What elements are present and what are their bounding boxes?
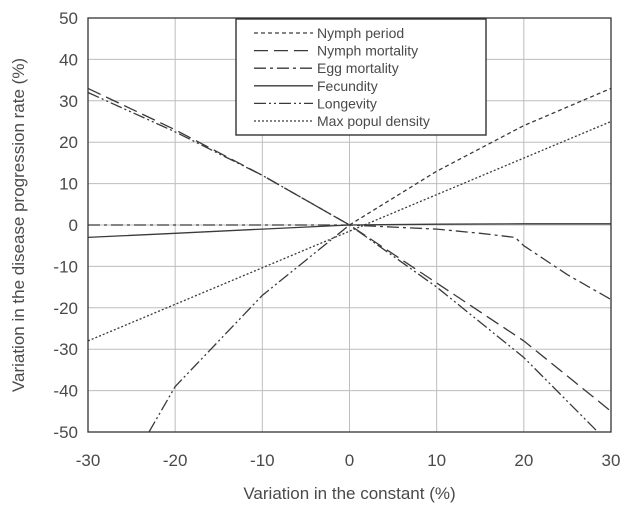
- tick-labels: -30 -20 -10 0 10 20 30 50 40 30 20 10 0 -10 -20 -30 -40 -…: [53, 9, 620, 470]
- series-line-nymph-period: [349, 87, 612, 226]
- legend-label-longevity: Longevity: [317, 95, 377, 111]
- legend-label-nymph-period: Nymph period: [317, 25, 404, 41]
- x-tick-label: 0: [345, 451, 354, 470]
- legend-label-max-popul-density: Max popul density: [317, 113, 430, 129]
- y-tick-label: -40: [53, 382, 78, 401]
- y-tick-label: -10: [53, 257, 78, 276]
- x-tick-label: -30: [76, 451, 101, 470]
- legend-label-fecundity: Fecundity: [317, 78, 378, 94]
- x-tick-label: -20: [163, 451, 188, 470]
- y-tick-label: 10: [59, 175, 78, 194]
- y-tick-label: 0: [69, 216, 78, 235]
- y-tick-label: -50: [53, 423, 78, 442]
- series-line-longevity: [148, 224, 599, 433]
- series-line-max-popul-density: [87, 120, 612, 342]
- y-axis-label: Variation in the disease progression rat…: [9, 58, 28, 392]
- x-tick-label: 20: [514, 451, 533, 470]
- x-tick-label: 30: [602, 451, 621, 470]
- series-line-nymph-mortality: [87, 87, 612, 412]
- legend-label-egg-mortality: Egg mortality: [317, 60, 399, 76]
- x-axis-label: Variation in the constant (%): [243, 484, 455, 503]
- x-tick-label: -10: [250, 451, 275, 470]
- y-tick-label: 50: [59, 9, 78, 28]
- legend-label-nymph-mortality: Nymph mortality: [317, 43, 418, 59]
- y-tick-label: 20: [59, 133, 78, 152]
- legend-box: [235, 18, 487, 136]
- y-tick-label: -20: [53, 299, 78, 318]
- plot-frame: [87, 17, 612, 433]
- series-line-egg-mortality: [88, 224, 612, 301]
- y-tick-label: 30: [59, 92, 78, 111]
- series-group: [87, 87, 612, 433]
- y-tick-label: 40: [59, 50, 78, 69]
- y-tick-label: -30: [53, 340, 78, 359]
- x-tick-label: 10: [427, 451, 446, 470]
